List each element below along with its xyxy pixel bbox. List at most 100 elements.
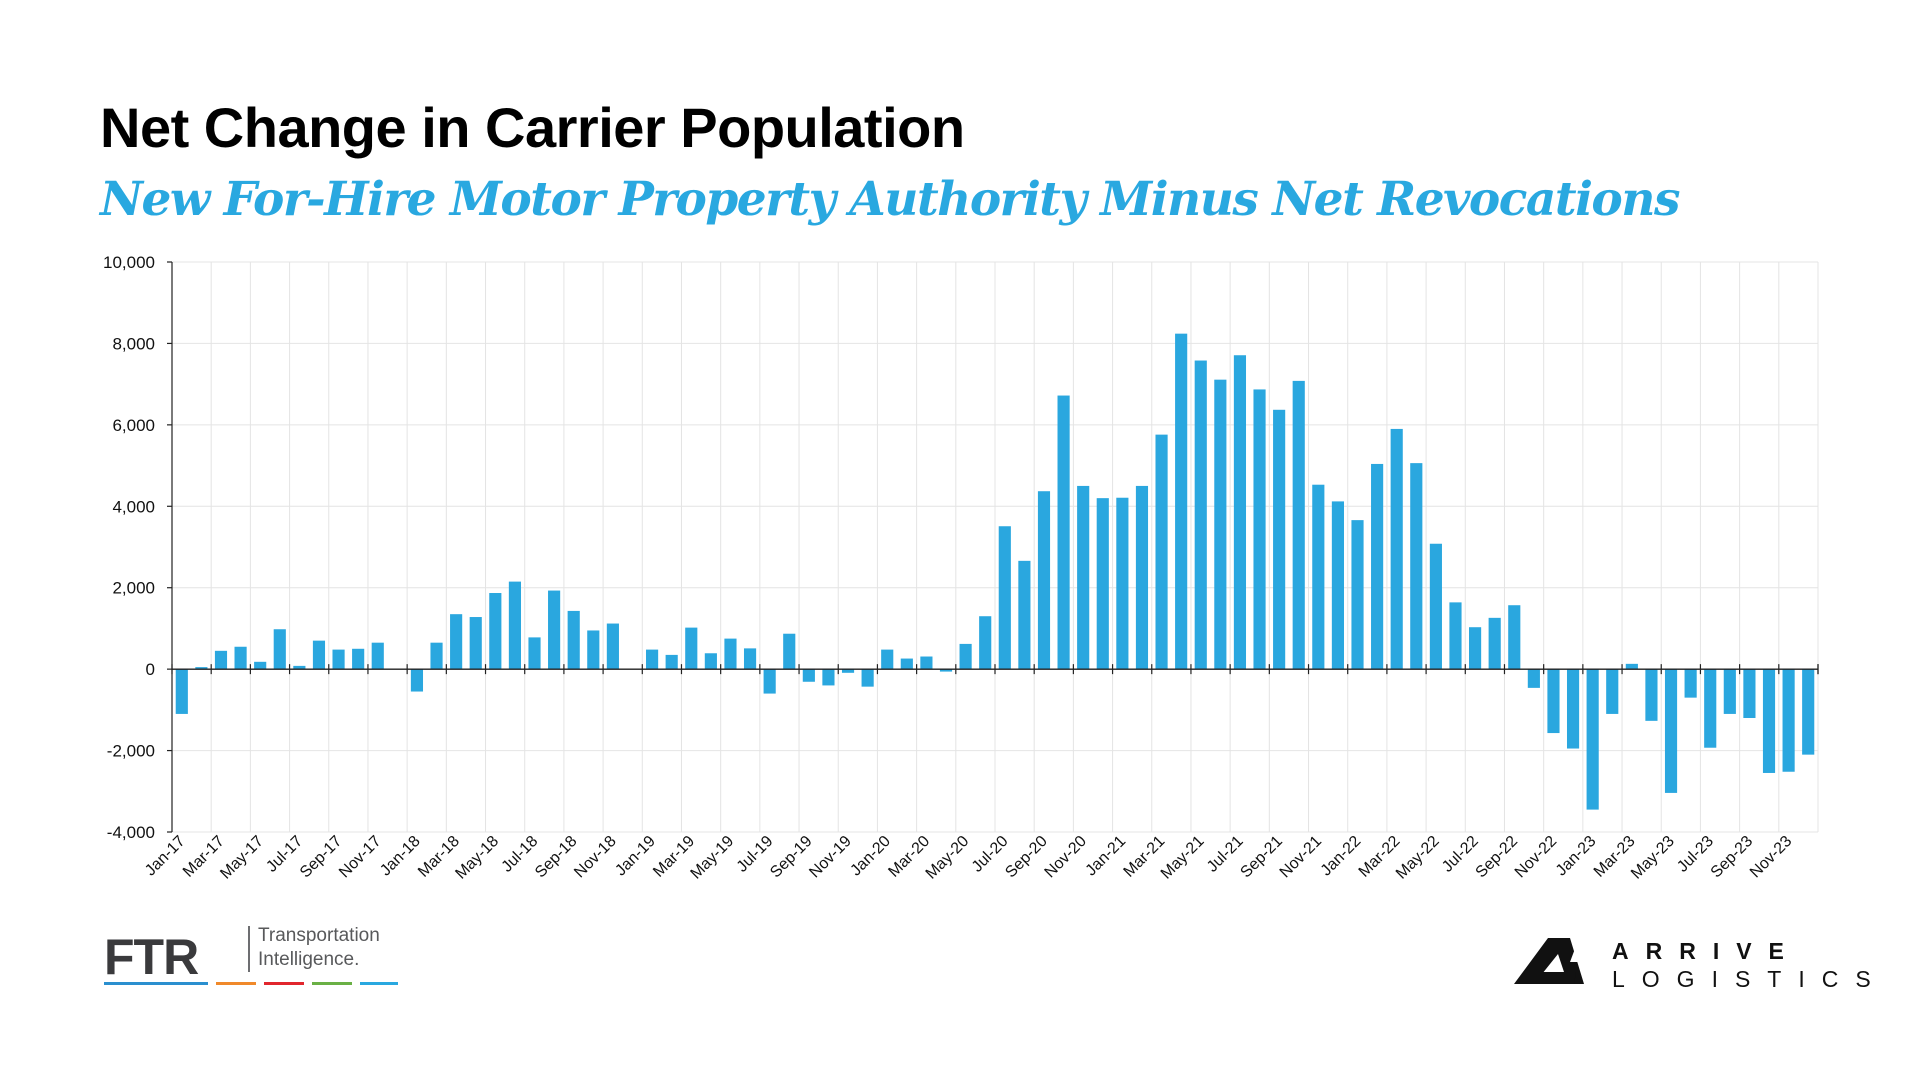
bar [1566, 669, 1580, 749]
bar [1547, 669, 1560, 734]
bar [1586, 669, 1599, 810]
bar [1390, 428, 1403, 670]
bar [1037, 491, 1051, 670]
x-tick-label: Nov-23 [1747, 833, 1796, 882]
bar [587, 630, 600, 670]
axes [167, 261, 1819, 833]
x-tick-label: May-22 [1393, 833, 1443, 883]
bar [1253, 389, 1266, 670]
bar [195, 667, 208, 670]
bar [881, 649, 894, 670]
bar [646, 649, 659, 670]
x-tick-label: May-19 [688, 833, 738, 883]
bar [1743, 669, 1756, 718]
bar [1782, 669, 1795, 772]
x-tick-label: Nov-21 [1277, 833, 1326, 882]
y-axis-ticks: 10,000 8,000 6,000 4,000 2,000 0 -2,000 -4,000 [103, 253, 155, 842]
ftr-logo-mark: FTR [104, 929, 199, 985]
ftr-logo-stripe [264, 982, 304, 985]
ftr-tagline-line-2: Intelligence. [258, 948, 360, 970]
bar [1664, 669, 1678, 793]
bar [763, 669, 776, 694]
x-tick-label: May-21 [1158, 833, 1208, 883]
bar [665, 654, 678, 670]
x-tick-label: Sep-19 [767, 833, 816, 882]
chart-title: Net Change in Carrier Population [100, 96, 965, 159]
bar [724, 638, 737, 670]
y-tick-label: 6,000 [112, 416, 155, 435]
bar [1096, 498, 1109, 670]
bar [1057, 395, 1070, 670]
y-tick-label: 4,000 [112, 497, 155, 516]
arrive-logistics-logo: ARRIVE LOGISTICS [1514, 936, 1871, 991]
bar [1312, 484, 1325, 670]
ftr-logo-stripe [216, 982, 256, 985]
arrive-logo-word-2: LOGISTICS [1612, 966, 1888, 992]
y-tick-label: -2,000 [107, 742, 155, 761]
x-tick-label: Nov-17 [336, 833, 385, 882]
x-tick-label: Jan-18 [377, 833, 424, 880]
bar [920, 656, 933, 670]
bar [312, 640, 326, 670]
bar [273, 629, 286, 670]
x-tick-label: Sep-18 [532, 833, 581, 882]
bar [1331, 501, 1344, 670]
bar [1488, 617, 1501, 670]
bar [606, 623, 619, 670]
bar [939, 669, 953, 672]
bar [1135, 485, 1149, 670]
y-tick-label: 8,000 [112, 334, 155, 353]
bar [900, 658, 913, 670]
x-tick-label: Nov-20 [1042, 833, 1091, 882]
bars [175, 333, 1815, 810]
bar [704, 653, 717, 670]
bar [959, 643, 972, 670]
ftr-tagline-line-1: Transportation [258, 925, 380, 946]
y-tick-label: 2,000 [112, 579, 155, 598]
bar [1155, 434, 1168, 670]
ftr-logo-stripe [360, 982, 398, 985]
x-tick-label: Jan-19 [612, 833, 659, 880]
x-tick-label: May-23 [1628, 833, 1678, 883]
x-tick-label: Nov-18 [571, 833, 620, 882]
bar [1606, 669, 1619, 714]
bar [1645, 669, 1658, 721]
bar [1116, 497, 1129, 670]
bar [489, 593, 502, 670]
bar [450, 614, 463, 670]
x-tick-label: Sep-23 [1708, 833, 1757, 882]
bar [1723, 669, 1736, 714]
bar [1527, 669, 1540, 688]
bar [430, 642, 443, 670]
x-tick-label: Jan-21 [1083, 833, 1130, 880]
bar [1214, 379, 1227, 670]
x-tick-label: Jan-22 [1318, 833, 1365, 880]
chart-subtitle: New For-Hire Motor Property Authority Mi… [100, 172, 1680, 227]
bar [822, 669, 835, 686]
arrive-logo-word-1: ARRIVE [1612, 938, 1801, 964]
bar [802, 669, 815, 682]
bar [332, 649, 345, 670]
bar [1018, 560, 1031, 670]
bar [1704, 669, 1717, 748]
x-tick-label: May-18 [452, 833, 502, 883]
bar [1429, 543, 1442, 670]
x-tick-label: May-17 [217, 833, 267, 883]
x-tick-label: Sep-22 [1473, 833, 1522, 882]
x-tick-label: Jan-20 [847, 833, 894, 880]
bar [861, 669, 874, 687]
x-tick-label: Sep-17 [297, 833, 346, 882]
x-tick-label: May-20 [923, 833, 973, 883]
bar [469, 617, 482, 670]
x-tick-label: Sep-21 [1237, 833, 1286, 882]
bar [1762, 669, 1776, 773]
bar [352, 648, 365, 670]
bar [1469, 627, 1482, 670]
ftr-logo-stripe [104, 982, 208, 985]
bar [528, 637, 541, 670]
bar [1449, 602, 1462, 670]
bar [1194, 360, 1207, 670]
bar [293, 665, 306, 670]
bar [175, 669, 188, 714]
bar [979, 616, 992, 670]
